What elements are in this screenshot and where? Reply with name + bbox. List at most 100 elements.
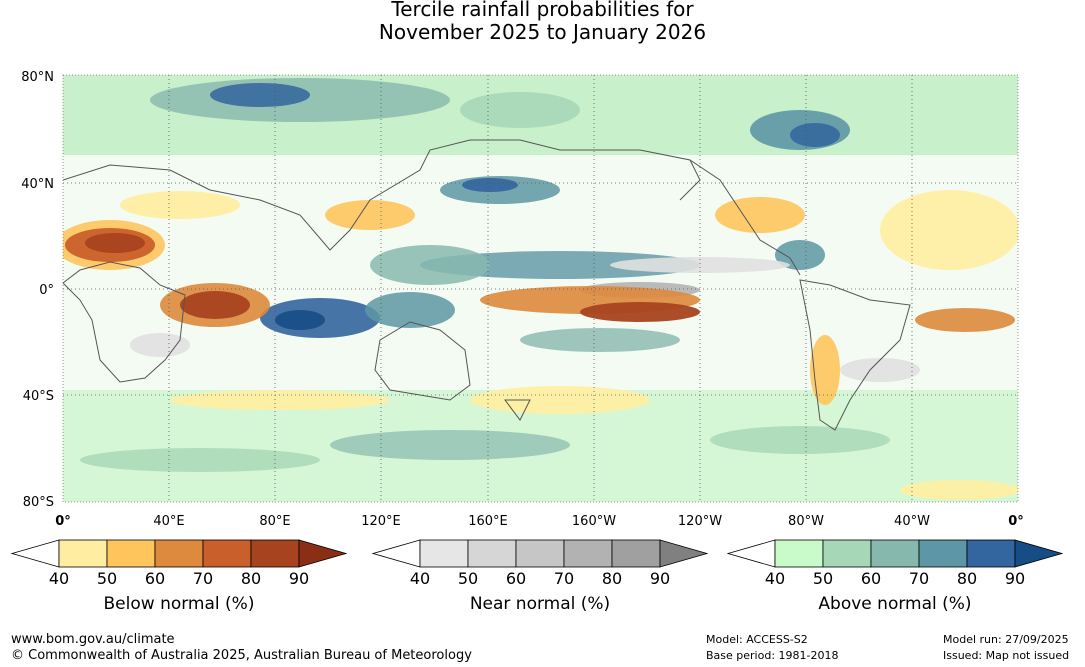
near-normal-patch: [130, 333, 190, 357]
legend-swatch: [870, 539, 920, 568]
legend-min-tip: [371, 539, 421, 568]
legend-title-above: Above normal (%): [818, 594, 972, 614]
africa-outline: [63, 261, 186, 383]
lat-label: 80°S: [23, 495, 54, 510]
below-normal-patch: [470, 386, 650, 414]
above-normal-patch: [710, 426, 890, 454]
lon-label: 0°: [1008, 514, 1024, 529]
lon-label: 0°: [55, 514, 71, 529]
eurasia-outline: [63, 139, 701, 251]
legend-max-tip: [298, 539, 348, 568]
legend-min-tip: [10, 539, 60, 568]
lon-label: 40°E: [153, 514, 184, 529]
legend-tick-label: 70: [193, 569, 213, 588]
below-normal-patch: [810, 335, 840, 405]
legend-tick-label: 70: [909, 569, 929, 588]
footer-base-period: Base period: 1981-2018: [706, 649, 839, 662]
legend-swatch: [822, 539, 872, 568]
lat-label: 80°N: [21, 70, 54, 85]
legend-swatch: [774, 539, 824, 568]
below-normal-patch: [180, 291, 250, 319]
map-title-line-1: Tercile rainfall probabilities for: [391, 0, 694, 21]
legend-tick-label: 60: [506, 569, 526, 588]
legend-swatch: [419, 539, 469, 568]
below-normal-patch: [900, 480, 1018, 500]
legend-tick-label: 60: [145, 569, 165, 588]
legend-tick-label: 70: [554, 569, 574, 588]
footer-model: Model: ACCESS-S2: [706, 633, 808, 646]
legend-swatch: [918, 539, 968, 568]
legend-max-tip: [659, 539, 709, 568]
above-normal-patch: [80, 448, 320, 472]
legend-near: 40 50 60 70 80 90: [371, 539, 709, 588]
legend-tick-label: 90: [1005, 569, 1025, 588]
lon-label: 80°E: [259, 514, 290, 529]
legend-below: 40 50 60 70 80 90: [10, 539, 348, 588]
legend-tick-label: 40: [410, 569, 430, 588]
above-normal-patch: [330, 430, 570, 460]
map-frame: [62, 74, 1019, 503]
legend-tick-label: 80: [241, 569, 261, 588]
new-zealand-outline: [504, 399, 531, 421]
below-normal-patch: [85, 233, 145, 253]
legend-tick-label: 60: [861, 569, 881, 588]
legend-title-below: Below normal (%): [103, 594, 255, 614]
near-normal-patch: [610, 257, 790, 273]
legends: 40 50 60 70 80 90 40 50 60 70 80 90 40 50 60 70 80 90: [10, 539, 1064, 588]
australia-outline: [374, 321, 471, 401]
legend-tick-label: 50: [813, 569, 833, 588]
legend-tick-label: 40: [49, 569, 69, 588]
below-normal-patch: [715, 197, 805, 233]
lon-label: 120°W: [678, 514, 722, 529]
legend-tick-label: 40: [765, 569, 785, 588]
legend-tick-label: 80: [602, 569, 622, 588]
above-normal-patch: [275, 310, 325, 330]
coastlines: [63, 139, 911, 431]
legend-tick-label: 90: [650, 569, 670, 588]
legend-swatch: [106, 539, 156, 568]
lat-label: 0°: [39, 283, 54, 298]
legend-max-tip: [1014, 539, 1064, 568]
above-normal-patch: [420, 251, 700, 279]
lon-label: 80°W: [788, 514, 824, 529]
footer-issued: Issued: Map not issued: [943, 649, 1070, 662]
footer-copyright: © Commonwealth of Australia 2025, Austra…: [11, 648, 472, 663]
legend-title-near: Near normal (%): [469, 594, 611, 614]
below-normal-patch: [170, 390, 390, 410]
legend-swatch: [202, 539, 252, 568]
legend-swatch: [563, 539, 613, 568]
legend-swatch: [154, 539, 204, 568]
above-normal-patch: [210, 83, 310, 107]
lon-label: 120°E: [361, 514, 401, 529]
legend-min-tip: [726, 539, 776, 568]
probability-fields: [63, 75, 1018, 502]
near-normal-patch: [840, 358, 920, 382]
legend-tick-label: 50: [97, 569, 117, 588]
legend-above: 40 50 60 70 80 90: [726, 539, 1064, 588]
below-normal-patch: [580, 302, 700, 322]
above-normal-patch: [775, 240, 825, 270]
below-normal-patch: [325, 200, 415, 230]
below-normal-patch: [915, 308, 1015, 332]
legend-tick-label: 50: [458, 569, 478, 588]
below-normal-patch: [120, 191, 240, 219]
footer-model-run: Model run: 27/09/2025: [943, 633, 1069, 646]
above-normal-patch: [520, 328, 680, 352]
legend-swatch: [250, 539, 300, 568]
lon-label: 160°W: [572, 514, 616, 529]
above-normal-patch: [462, 178, 518, 192]
legend-tick-label: 80: [957, 569, 977, 588]
legend-swatch: [515, 539, 565, 568]
legend-tick-label: 90: [289, 569, 309, 588]
above-normal-patch: [460, 92, 580, 128]
lon-label: 40°W: [894, 514, 930, 529]
map-title-line-2: November 2025 to January 2026: [378, 20, 707, 44]
footer-url[interactable]: www.bom.gov.au/climate: [11, 632, 175, 647]
legend-swatch: [467, 539, 517, 568]
above-normal-patch: [365, 292, 455, 328]
lat-label: 40°S: [23, 389, 54, 404]
legend-swatch: [611, 539, 661, 568]
below-normal-patch: [880, 190, 1018, 270]
lat-label: 40°N: [21, 177, 54, 192]
